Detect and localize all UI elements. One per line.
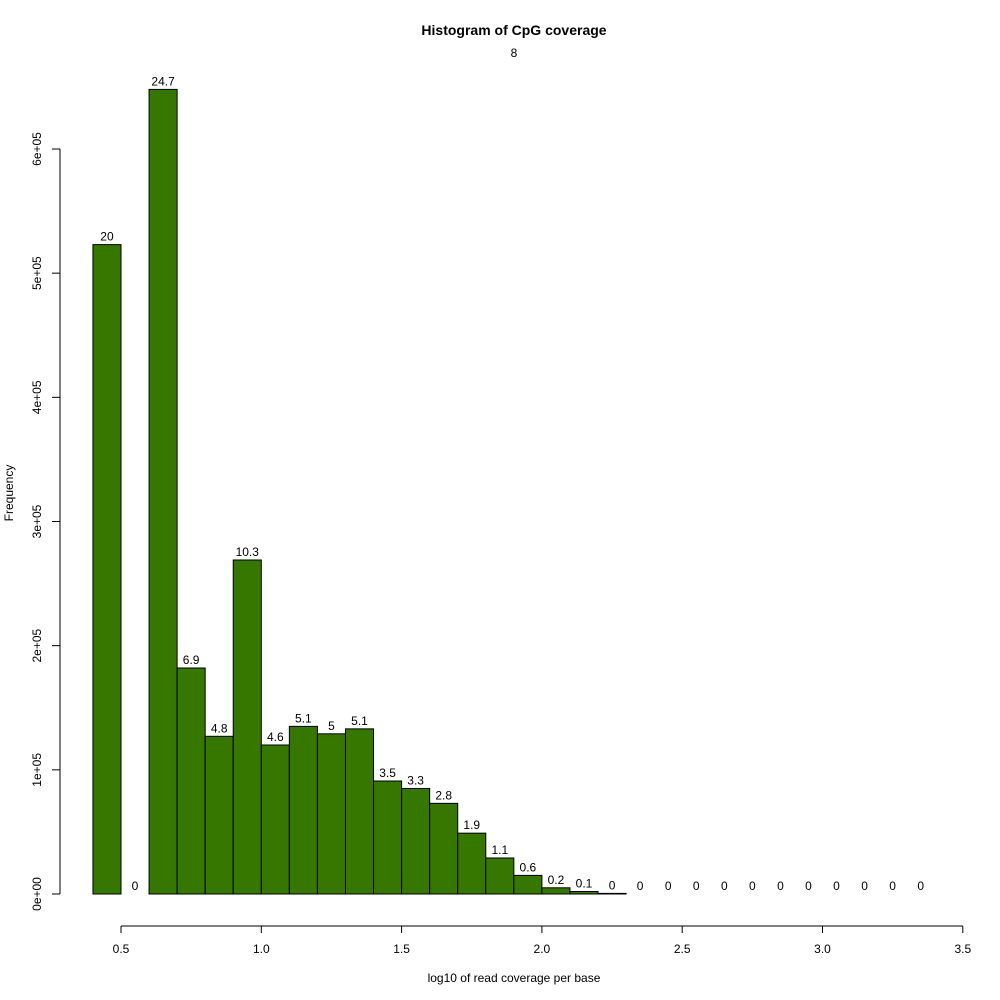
- histogram-bar: [569, 891, 599, 895]
- bar-value-label: 0: [665, 879, 672, 893]
- histogram-bar: [373, 780, 403, 895]
- x-tick-label: 3.0: [814, 942, 831, 956]
- bar-value-label: 5.1: [351, 714, 368, 728]
- bar-value-label: 1.1: [491, 843, 508, 857]
- bar-value-label: 0: [637, 879, 644, 893]
- chart-title: Histogram of CpG coverage: [421, 22, 606, 38]
- bar-value-label: 24.7: [151, 74, 175, 88]
- bar-labels-group: 20 0 24.7 6.9 4.8 10.3 4.6 5.1 5 5.1 3.5 3.3 2.8 1.9 1…: [100, 74, 924, 893]
- histogram-bar: [204, 735, 234, 895]
- bar-value-label: 0: [889, 879, 896, 893]
- histogram-bar: [401, 787, 431, 895]
- bar-value-label: 5.1: [295, 711, 312, 725]
- histogram-bar: [260, 744, 290, 895]
- histogram-bar: [597, 892, 627, 895]
- histogram-bar: [344, 728, 375, 895]
- bar-value-label: 6.9: [183, 653, 200, 667]
- bar-value-label: 3.3: [407, 773, 424, 787]
- x-tick-label: 2.5: [674, 942, 691, 956]
- bar-value-label: 10.3: [236, 545, 260, 559]
- bar-value-label: 0: [777, 879, 784, 893]
- histogram-bar: [316, 733, 346, 895]
- bar-value-label: 0.1: [576, 877, 593, 891]
- bar-value-label: 0: [917, 879, 924, 893]
- histogram-bar: [485, 857, 515, 895]
- bar-value-label: 4.6: [267, 730, 284, 744]
- y-tick-label: 4e+05: [30, 380, 44, 414]
- bar-value-label: 0: [609, 878, 616, 892]
- bar-value-label: 1.9: [463, 818, 480, 832]
- histogram-bar: [148, 88, 178, 895]
- bar-value-label: 4.8: [211, 721, 228, 735]
- histogram-bar: [288, 725, 318, 895]
- bar-value-label: 0: [693, 879, 700, 893]
- histogram-bar: [513, 874, 543, 895]
- histogram-bar: [541, 887, 571, 895]
- y-tick-label: 0e+00: [30, 877, 44, 911]
- y-tick-label: 6e+05: [30, 132, 44, 166]
- bar-value-label: 0: [721, 879, 728, 893]
- histogram-bar: [429, 802, 459, 895]
- y-tick-label: 1e+05: [30, 753, 44, 787]
- bar-value-label: 0.6: [520, 860, 537, 874]
- x-tick-label: 0.5: [113, 942, 130, 956]
- bar-value-label: 20: [100, 230, 114, 244]
- x-axis-label: log10 of read coverage per base: [428, 971, 601, 985]
- x-tick-label: 2.0: [534, 942, 551, 956]
- y-tick-label: 3e+05: [30, 504, 44, 538]
- bar-value-label: 3.5: [379, 766, 396, 780]
- bar-value-label: 2.8: [435, 788, 452, 802]
- bar-value-label: 0: [749, 879, 756, 893]
- bar-value-label: 0.2: [548, 873, 565, 887]
- x-tick-label: 3.5: [954, 942, 971, 956]
- bar-value-label: 0: [861, 879, 868, 893]
- chart-subtitle: 8: [511, 46, 518, 60]
- y-tick-label: 5e+05: [30, 256, 44, 290]
- bar-value-label: 0: [805, 879, 812, 893]
- bar-value-label: 0: [833, 879, 840, 893]
- bar-value-label: 5: [328, 719, 335, 733]
- x-tick-label: 1.5: [393, 942, 410, 956]
- y-tick-label: 2e+05: [30, 628, 44, 662]
- x-axis: 0.5 1.0 1.5 2.0 2.5 3.0 3.5: [113, 925, 971, 956]
- y-axis: 0e+00 1e+05 2e+05 3e+05 4e+05 5e+05 6e+05: [30, 132, 61, 911]
- x-tick-label: 1.0: [253, 942, 270, 956]
- bars-group: [92, 88, 627, 895]
- bar-value-label: 0: [132, 879, 139, 893]
- y-axis-label: Frequency: [2, 465, 16, 522]
- histogram-bar: [232, 559, 262, 895]
- histogram-bar: [92, 244, 122, 895]
- histogram-bar: [176, 667, 206, 895]
- histogram-bar: [457, 832, 487, 895]
